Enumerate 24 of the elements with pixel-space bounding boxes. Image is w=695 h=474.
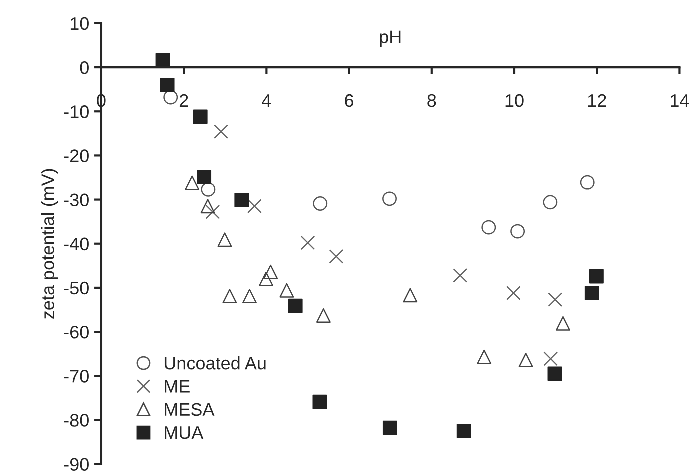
legend-label: ME [165, 380, 190, 393]
y-axis-title: zeta potential (mV) [41, 169, 58, 319]
x-tick-label: 14 [671, 94, 690, 108]
y-tick-label: -10 [64, 106, 89, 118]
x-tick-label: 8 [428, 94, 436, 108]
legend-label: MUA [165, 426, 204, 440]
x-tick-label: 6 [345, 94, 354, 108]
y-tick-label: -90 [64, 458, 89, 472]
x-tick-label: 4 [262, 94, 272, 108]
x-axis-title: pH [380, 30, 401, 48]
y-tick-label: -70 [64, 370, 89, 383]
y-tick-label: -80 [64, 414, 89, 427]
y-tick-label: -60 [64, 326, 89, 339]
x-tick-label: 12 [588, 94, 606, 108]
y-tick-label: -30 [64, 194, 89, 207]
legend-label: Uncoated Au [164, 356, 266, 370]
x-tick-label: 10 [506, 94, 524, 108]
y-tick-label: -50 [64, 282, 89, 295]
x-tick-label: 2 [180, 94, 188, 108]
legend-label: MESA [165, 403, 215, 416]
y-tick-label: -20 [64, 150, 89, 162]
y-tick-label: 10 [70, 17, 89, 30]
y-tick-label: 0 [80, 61, 89, 74]
y-tick-label: -40 [64, 238, 89, 251]
